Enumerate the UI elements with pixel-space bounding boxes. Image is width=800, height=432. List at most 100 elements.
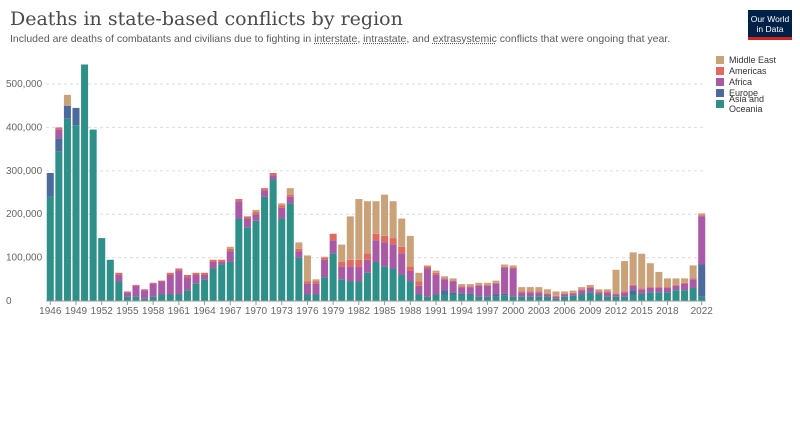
bar-middle-east-2017[interactable] [655, 271, 663, 288]
bar-americas-1962[interactable] [183, 274, 191, 278]
bar-asia-and-oceania-1967[interactable] [226, 261, 234, 301]
bar-middle-east-2019[interactable] [672, 278, 680, 285]
bar-americas-1964[interactable] [201, 272, 209, 275]
bar-africa-2013[interactable] [621, 292, 629, 297]
intrastate-link[interactable]: intrastate [363, 33, 407, 45]
bar-americas-2009[interactable] [586, 287, 594, 288]
bar-americas-1989[interactable] [415, 281, 423, 286]
bar-europe-1994[interactable] [458, 293, 466, 295]
bar-asia-and-oceania-1991[interactable] [432, 294, 440, 301]
bar-middle-east-1948[interactable] [63, 94, 71, 106]
bar-americas-1995[interactable] [466, 286, 474, 288]
bar-middle-east-1991[interactable] [432, 270, 440, 273]
bar-americas-1960[interactable] [166, 272, 174, 275]
bar-asia-and-oceania-1955[interactable] [123, 296, 131, 301]
bar-africa-1969[interactable] [243, 218, 251, 228]
bar-americas-2014[interactable] [629, 284, 637, 286]
bar-africa-2022[interactable] [698, 216, 706, 265]
bar-africa-2004[interactable] [543, 294, 551, 297]
bar-middle-east-2007[interactable] [569, 290, 577, 293]
bar-americas-1990[interactable] [423, 266, 431, 269]
bar-africa-1979[interactable] [329, 240, 337, 254]
bar-americas-1973[interactable] [278, 205, 286, 208]
bar-africa-1961[interactable] [175, 270, 183, 295]
bar-africa-1998[interactable] [492, 283, 500, 295]
bar-americas-2000[interactable] [509, 267, 517, 269]
bar-americas-2003[interactable] [535, 291, 543, 293]
bar-americas-1988[interactable] [406, 266, 414, 271]
bar-asia-and-oceania-2011[interactable] [603, 296, 611, 301]
bar-asia-and-oceania-2009[interactable] [586, 292, 594, 301]
bar-americas-2022[interactable] [698, 215, 706, 217]
bar-americas-2021[interactable] [689, 278, 697, 280]
bar-africa-1971[interactable] [261, 190, 269, 197]
bar-americas-1954[interactable] [115, 272, 123, 275]
bar-asia-and-oceania-1961[interactable] [175, 294, 183, 301]
bar-africa-1990[interactable] [423, 268, 431, 297]
bar-americas-1974[interactable] [286, 194, 294, 197]
bar-americas-1992[interactable] [441, 278, 449, 280]
bar-asia-and-oceania-2004[interactable] [543, 296, 551, 301]
bar-africa-2019[interactable] [672, 285, 680, 291]
bar-asia-and-oceania-2012[interactable] [612, 296, 620, 301]
bar-africa-1999[interactable] [501, 267, 509, 294]
bar-africa-1962[interactable] [183, 277, 191, 291]
bar-africa-1972[interactable] [269, 175, 277, 180]
bar-middle-east-1973[interactable] [278, 203, 286, 206]
extrasystemic-link[interactable]: extrasystemic [432, 33, 497, 45]
bar-asia-and-oceania-1998[interactable] [492, 296, 500, 301]
bar-asia-and-oceania-1978[interactable] [321, 277, 329, 301]
bar-africa-1986[interactable] [389, 244, 397, 269]
bar-africa-2008[interactable] [578, 290, 586, 295]
bar-asia-and-oceania-1958[interactable] [149, 296, 157, 301]
bar-asia-and-oceania-2001[interactable] [518, 296, 526, 301]
bar-americas-1978[interactable] [321, 257, 329, 260]
bar-europe-1998[interactable] [492, 294, 500, 297]
bar-americas-2002[interactable] [526, 291, 534, 293]
bar-middle-east-2014[interactable] [629, 252, 637, 285]
bar-asia-and-oceania-1990[interactable] [423, 296, 431, 301]
bar-africa-1987[interactable] [398, 253, 406, 275]
bar-americas-1961[interactable] [175, 268, 183, 271]
bar-americas-1958[interactable] [149, 282, 157, 284]
bar-middle-east-2003[interactable] [535, 287, 543, 292]
bar-asia-and-oceania-1986[interactable] [389, 268, 397, 301]
bar-asia-and-oceania-1999[interactable] [501, 295, 509, 301]
bar-africa-2010[interactable] [595, 292, 603, 295]
bar-americas-1985[interactable] [381, 235, 389, 243]
bar-africa-2003[interactable] [535, 292, 543, 297]
bar-middle-east-2002[interactable] [526, 287, 534, 292]
bar-americas-1975[interactable] [295, 248, 303, 252]
bar-middle-east-1977[interactable] [312, 279, 320, 282]
bar-asia-and-oceania-1946[interactable] [46, 196, 54, 301]
bar-africa-1997[interactable] [483, 285, 491, 297]
bar-africa-2018[interactable] [663, 287, 671, 293]
bar-middle-east-1989[interactable] [415, 272, 423, 282]
bar-americas-2019[interactable] [672, 284, 680, 286]
bar-asia-and-oceania-1987[interactable] [398, 274, 406, 301]
bar-americas-2010[interactable] [595, 291, 603, 293]
bar-middle-east-2012[interactable] [612, 269, 620, 294]
bar-asia-and-oceania-1963[interactable] [192, 283, 200, 301]
bar-asia-and-oceania-1972[interactable] [269, 179, 277, 302]
bar-middle-east-1984[interactable] [372, 201, 380, 234]
bar-americas-1993[interactable] [449, 280, 457, 282]
bar-middle-east-1981[interactable] [346, 216, 354, 260]
bar-americas-2006[interactable] [561, 293, 569, 295]
bar-africa-2001[interactable] [518, 292, 526, 297]
bar-asia-and-oceania-1994[interactable] [458, 294, 466, 301]
bar-asia-and-oceania-2005[interactable] [552, 298, 560, 301]
bar-middle-east-1974[interactable] [286, 188, 294, 195]
bar-americas-2008[interactable] [578, 289, 586, 291]
bar-asia-and-oceania-1971[interactable] [261, 196, 269, 301]
bar-middle-east-1976[interactable] [303, 255, 311, 282]
bar-asia-and-oceania-1977[interactable] [312, 294, 320, 301]
bar-africa-1965[interactable] [209, 261, 217, 269]
bar-asia-and-oceania-1952[interactable] [98, 238, 106, 301]
bar-africa-1947[interactable] [55, 129, 63, 139]
bar-asia-and-oceania-1969[interactable] [243, 227, 251, 301]
bar-middle-east-2016[interactable] [646, 263, 654, 288]
bar-africa-1959[interactable] [158, 281, 166, 295]
bar-asia-and-oceania-2010[interactable] [595, 294, 603, 301]
bar-europe-1946[interactable] [46, 172, 54, 197]
